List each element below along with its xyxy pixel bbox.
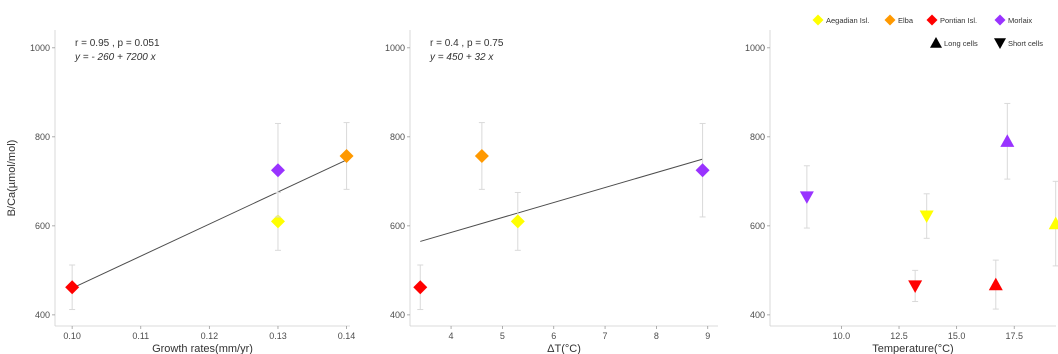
data-point bbox=[695, 163, 710, 178]
y-tick-label: 400 bbox=[750, 310, 765, 320]
legend-label: Short cells bbox=[1008, 39, 1043, 48]
y-tick-label: 600 bbox=[390, 221, 405, 231]
x-tick-label: 17.5 bbox=[1005, 331, 1023, 341]
data-point bbox=[1000, 134, 1015, 147]
stats-annotation: r = 0.95 , p = 0.051 bbox=[75, 38, 160, 49]
y-tick-label: 800 bbox=[390, 132, 405, 142]
legend: Aegadian Isl. Elba Pontian Isl. Morlaix Long… bbox=[812, 14, 1043, 49]
data-point bbox=[919, 210, 934, 224]
x-tick-label: 12.5 bbox=[890, 331, 908, 341]
data-point bbox=[988, 277, 1003, 291]
data-point bbox=[413, 280, 428, 295]
data-point bbox=[908, 280, 923, 293]
legend-label: Aegadian Isl. bbox=[826, 16, 869, 25]
regression-line bbox=[420, 158, 703, 242]
data-point bbox=[1048, 216, 1058, 230]
x-tick-label: 15.0 bbox=[948, 331, 966, 341]
y-tick-label: 600 bbox=[750, 221, 765, 231]
x-tick-label: 0.13 bbox=[269, 331, 287, 341]
y-tick-label: 1000 bbox=[30, 43, 50, 53]
panel-delta-t: 400 600 800 1000 4 5 6 7 8 9 ΔT(°C) r = 0.4 , p = 0… bbox=[385, 30, 718, 354]
x-tick-label: 7 bbox=[603, 331, 608, 341]
data-point bbox=[799, 191, 814, 204]
data-point bbox=[270, 214, 285, 229]
legend-label: Pontian Isl. bbox=[940, 16, 977, 25]
legend-label: Morlaix bbox=[1008, 16, 1032, 25]
x-axis-label: Growth rates(mm/yr) bbox=[152, 343, 253, 354]
data-point bbox=[510, 214, 525, 229]
y-tick-label: 1000 bbox=[745, 43, 765, 53]
y-tick-label: 800 bbox=[750, 132, 765, 142]
y-tick-label: 800 bbox=[35, 132, 50, 142]
x-tick-label: 0.11 bbox=[132, 331, 149, 341]
x-axis-label: ΔT(°C) bbox=[547, 343, 581, 354]
y-tick-label: 400 bbox=[390, 310, 405, 320]
x-tick-label: 10.0 bbox=[833, 331, 851, 341]
y-tick-label: 1000 bbox=[385, 43, 405, 53]
legend-marker bbox=[930, 37, 942, 48]
x-axis-label: Temperature(°C) bbox=[872, 343, 953, 354]
data-point bbox=[65, 280, 80, 295]
legend-marker bbox=[812, 14, 824, 26]
x-tick-label: 0.10 bbox=[63, 331, 81, 341]
legend-label: Long cells bbox=[944, 39, 978, 48]
x-tick-label: 0.14 bbox=[338, 331, 356, 341]
x-tick-label: 0.12 bbox=[201, 331, 219, 341]
x-tick-label: 4 bbox=[449, 331, 454, 341]
x-tick-label: 5 bbox=[500, 331, 505, 341]
legend-marker bbox=[884, 14, 896, 26]
data-point bbox=[339, 148, 354, 163]
stats-annotation: y = - 260 + 7200 x bbox=[74, 52, 157, 63]
y-tick-label: 400 bbox=[35, 310, 50, 320]
y-axis-label: B/Ca(µmol/mol) bbox=[6, 140, 18, 217]
data-point bbox=[474, 148, 489, 163]
stats-annotation: r = 0.4 , p = 0.75 bbox=[430, 38, 504, 49]
legend-label: Elba bbox=[898, 16, 914, 25]
legend-marker bbox=[994, 14, 1006, 26]
y-tick-label: 600 bbox=[35, 221, 50, 231]
stats-annotation: y = 450 + 32 x bbox=[429, 52, 494, 63]
regression-line bbox=[71, 159, 347, 289]
x-tick-label: 9 bbox=[705, 331, 710, 341]
x-tick-label: 8 bbox=[654, 331, 659, 341]
legend-marker bbox=[994, 38, 1006, 49]
x-tick-label: 6 bbox=[551, 331, 556, 341]
legend-marker bbox=[926, 14, 938, 26]
panel-growth-rates: 400 600 800 1000 0.10 0.11 0.12 0.13 0.14 Growth … bbox=[6, 30, 355, 354]
data-point bbox=[270, 163, 285, 178]
panel-temperature: 400 600 800 1000 10.0 12.5 15.0 17.5 Temperature… bbox=[745, 30, 1058, 354]
